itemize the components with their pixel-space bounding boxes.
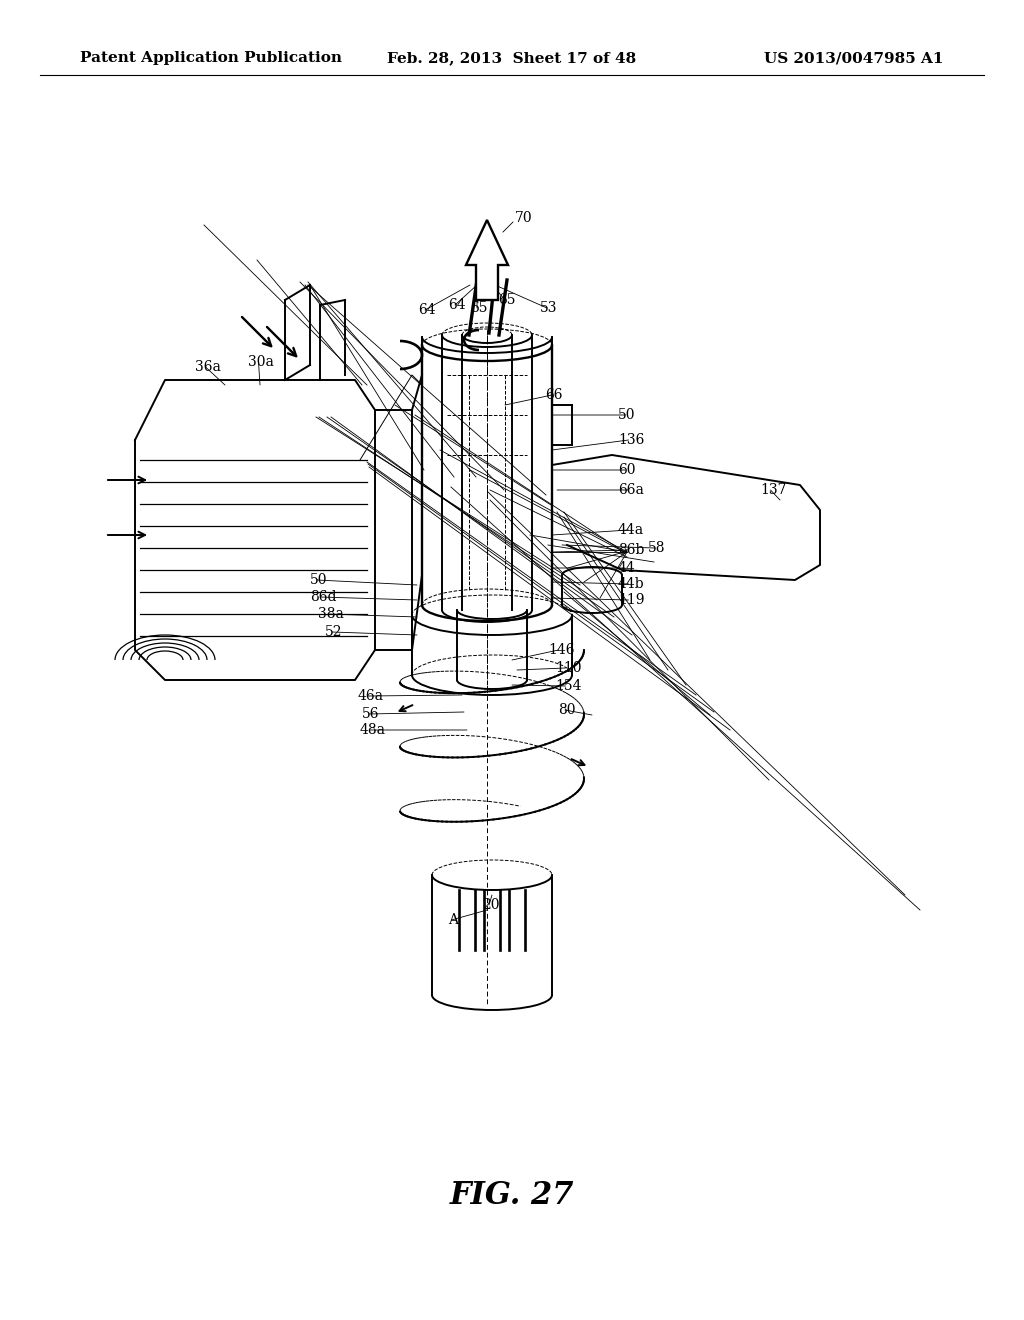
Text: 80: 80 [558,704,575,717]
Text: 64: 64 [449,298,466,312]
Text: 38a: 38a [318,607,344,620]
Text: 60: 60 [618,463,636,477]
Text: 136: 136 [618,433,644,447]
Text: 66: 66 [545,388,562,403]
Text: 36a: 36a [195,360,221,374]
Text: 154: 154 [555,678,582,693]
Text: 146: 146 [548,643,574,657]
Text: Feb. 28, 2013  Sheet 17 of 48: Feb. 28, 2013 Sheet 17 of 48 [387,51,637,65]
Text: 119: 119 [618,593,644,607]
Text: 70: 70 [515,211,532,224]
Text: 86d: 86d [310,590,337,605]
Polygon shape [466,220,508,300]
Text: 48a: 48a [360,723,386,737]
Text: 86b: 86b [618,543,644,557]
Text: 110: 110 [555,661,582,675]
Text: 58: 58 [648,541,666,554]
Text: 52: 52 [325,624,342,639]
Text: 65: 65 [498,293,515,308]
Text: 65: 65 [470,301,487,315]
Text: 50: 50 [310,573,328,587]
Text: 50: 50 [618,408,636,422]
Text: 56: 56 [362,708,380,721]
Text: A: A [449,913,458,927]
Text: 66a: 66a [618,483,644,498]
Text: 44b: 44b [618,577,645,591]
Text: US 2013/0047985 A1: US 2013/0047985 A1 [765,51,944,65]
Text: 64: 64 [418,304,435,317]
Text: 46a: 46a [358,689,384,704]
Text: FIG. 27: FIG. 27 [450,1180,574,1210]
Text: 20: 20 [482,898,500,912]
Text: 44: 44 [618,561,636,576]
Text: 30a: 30a [248,355,273,370]
Text: 137: 137 [760,483,786,498]
Text: Patent Application Publication: Patent Application Publication [80,51,342,65]
Text: 53: 53 [540,301,557,315]
Text: 44a: 44a [618,523,644,537]
